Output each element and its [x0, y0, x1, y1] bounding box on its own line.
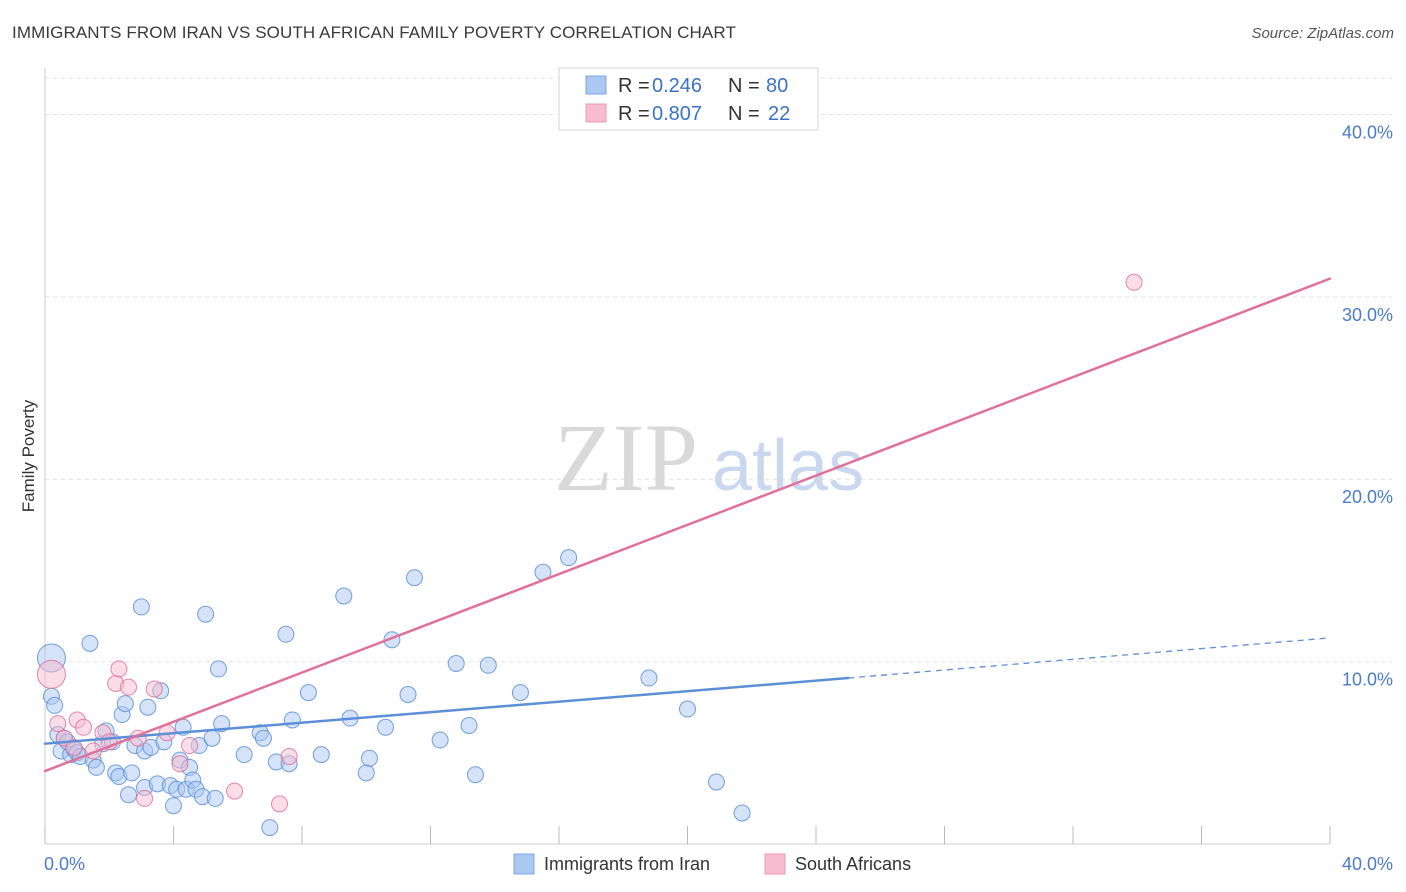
watermark-zip: ZIP	[554, 404, 698, 511]
point-south-africans-21	[1125, 273, 1143, 291]
point-south-africans-19	[271, 795, 289, 813]
y-tick-label-2: 30.0%	[1342, 305, 1393, 325]
point-iran-77	[733, 804, 751, 822]
point-iran-66	[431, 731, 449, 749]
x-tick-label-1: 40.0%	[1342, 854, 1393, 874]
y-tick-label-3: 40.0%	[1342, 122, 1393, 142]
trend-lines	[43, 277, 1332, 773]
point-south-africans-0	[36, 659, 66, 689]
point-south-africans-18	[226, 782, 244, 800]
point-iran-67	[447, 654, 465, 672]
point-iran-13	[87, 758, 105, 776]
trend-line-south-africans	[43, 277, 1332, 773]
legend-swatch-iran	[585, 75, 607, 95]
source-label: Source: ZipAtlas.com	[1251, 25, 1394, 42]
legend: R = 0.246 N = 80 R = 0.807 N = 22	[558, 67, 819, 131]
legend-r-value-sa: 0.807	[652, 103, 702, 125]
point-iran-61	[360, 749, 378, 767]
point-south-africans-11	[120, 678, 138, 696]
point-iran-70	[479, 656, 497, 674]
point-south-africans-14	[145, 680, 163, 698]
point-iran-11	[81, 634, 99, 652]
legend-n-label-iran: N =	[728, 75, 760, 97]
y-tick-labels: 10.0% 20.0% 30.0% 40.0%	[1342, 122, 1393, 689]
legend-r-label-iran: R =	[618, 75, 650, 97]
point-iran-64	[399, 685, 417, 703]
point-iran-55	[283, 711, 301, 729]
point-iran-21	[120, 786, 138, 804]
data-points	[36, 273, 1143, 837]
point-south-africans-17	[181, 737, 199, 755]
point-south-africans-3	[65, 738, 83, 756]
x-tick-labels: 0.0% 40.0%	[44, 854, 1393, 874]
trend-line-iran-extension	[848, 637, 1331, 679]
bottom-legend-label-south-africans: South Africans	[795, 854, 911, 874]
point-south-africans-16	[171, 755, 189, 773]
point-iran-48	[235, 746, 253, 764]
point-iran-24	[132, 598, 150, 616]
point-iran-20	[116, 695, 134, 713]
point-iran-73	[560, 549, 578, 567]
point-iran-22	[123, 764, 141, 782]
point-iran-27	[139, 698, 157, 716]
point-iran-53	[277, 625, 295, 643]
point-iran-46	[209, 660, 227, 678]
legend-r-label-sa: R =	[618, 103, 650, 125]
point-iran-75	[679, 700, 696, 718]
axes	[44, 68, 1331, 845]
point-iran-56	[299, 684, 317, 702]
y-tick-label-0: 10.0%	[1342, 670, 1393, 690]
bottom-legend-swatch-iran	[513, 853, 535, 875]
point-iran-71	[511, 684, 529, 702]
point-iran-69	[466, 766, 484, 784]
point-iran-45	[206, 789, 224, 807]
y-axis-label: Family Poverty	[19, 399, 38, 512]
gridlines	[45, 77, 1392, 663]
point-iran-43	[197, 605, 215, 623]
legend-n-value-iran: 80	[766, 75, 788, 97]
point-iran-58	[335, 587, 353, 605]
chart-title: IMMIGRANTS FROM IRAN VS SOUTH AFRICAN FA…	[12, 23, 736, 42]
point-iran-51	[261, 819, 279, 837]
point-iran-50	[254, 729, 272, 747]
legend-n-label-sa: N =	[728, 103, 760, 125]
x-tick-label-0: 0.0%	[44, 854, 85, 874]
point-iran-65	[405, 569, 423, 587]
trend-line-iran	[43, 676, 850, 745]
legend-swatch-south-africans	[585, 103, 607, 123]
point-iran-57	[312, 746, 330, 764]
point-south-africans-13	[136, 789, 154, 807]
bottom-legend-swatch-south-africans	[764, 853, 786, 875]
point-south-africans-5	[75, 718, 93, 736]
bottom-legend: Immigrants from Iran South Africans	[513, 853, 911, 875]
point-south-africans-20	[280, 747, 298, 765]
bottom-legend-label-iran: Immigrants from Iran	[544, 854, 710, 874]
point-iran-2	[46, 696, 64, 714]
watermark: ZIP atlas	[554, 404, 864, 511]
point-iran-47	[213, 715, 231, 733]
point-iran-74	[640, 669, 658, 687]
legend-r-value-iran: 0.246	[652, 75, 702, 97]
point-iran-44	[203, 729, 221, 747]
point-iran-62	[377, 718, 395, 736]
y-tick-label-1: 20.0%	[1342, 487, 1393, 507]
point-iran-60	[357, 764, 375, 782]
point-iran-68	[460, 716, 478, 734]
point-iran-33	[165, 797, 182, 815]
legend-n-value-sa: 22	[768, 103, 790, 125]
point-iran-76	[707, 773, 725, 791]
point-south-africans-10	[110, 660, 128, 678]
point-south-africans-1	[49, 715, 67, 733]
